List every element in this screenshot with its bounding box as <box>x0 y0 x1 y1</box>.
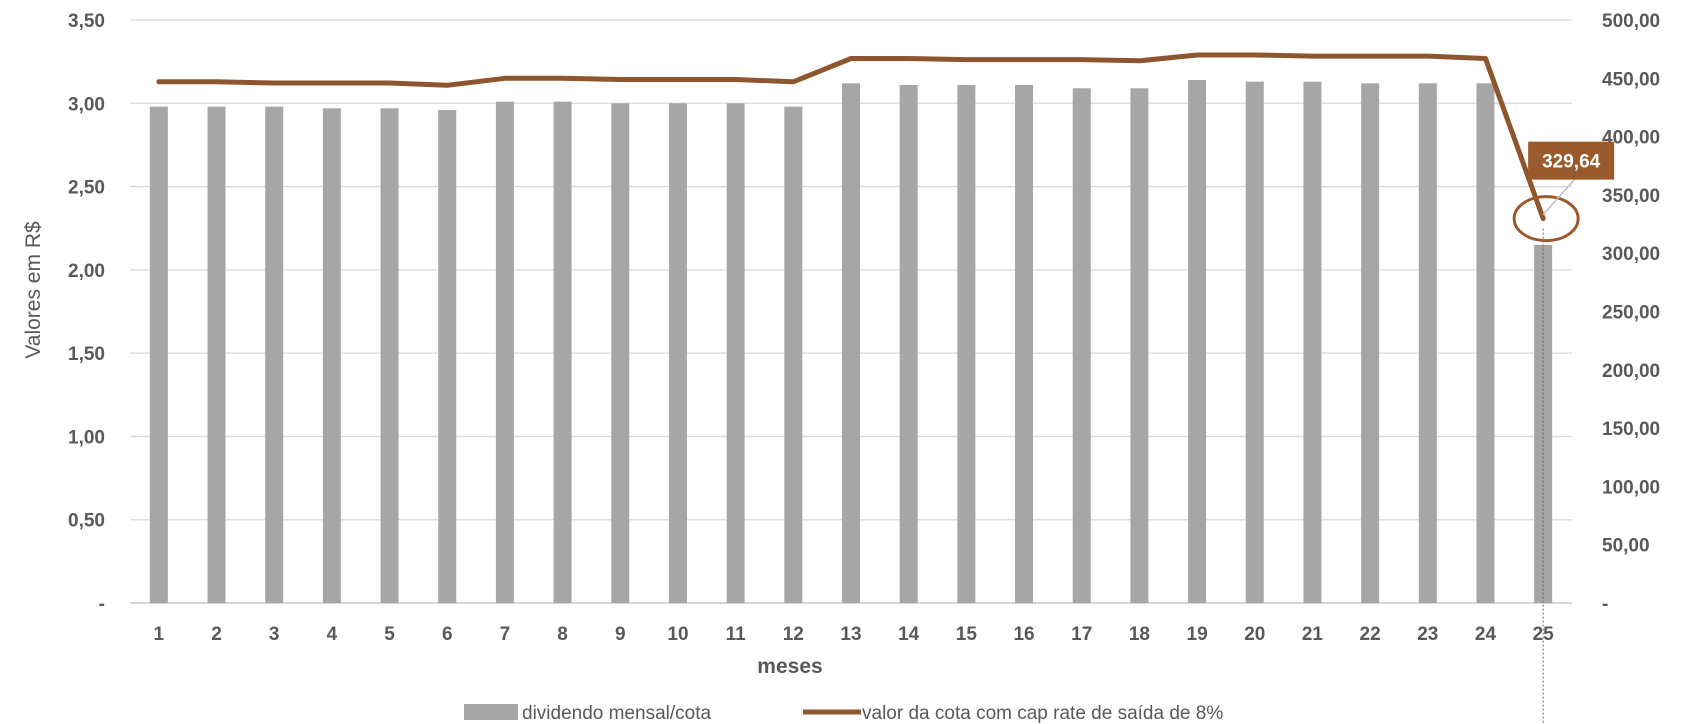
bar <box>1245 81 1264 604</box>
bar <box>1130 88 1149 603</box>
bar <box>784 106 803 604</box>
left-tick-label: 2,00 <box>68 261 105 282</box>
x-axis-title: meses <box>757 655 822 678</box>
legend-label-bar: dividendo mensal/cota <box>522 703 711 724</box>
bar <box>957 84 976 603</box>
legend-swatch-bar <box>464 704 518 720</box>
line-series <box>156 52 1546 222</box>
x-tick-label: 18 <box>1129 624 1150 645</box>
x-tick-label: 10 <box>667 624 688 645</box>
x-tick-label: 17 <box>1071 624 1092 645</box>
x-tick-label: 21 <box>1302 624 1324 645</box>
bar <box>668 103 687 604</box>
bar <box>553 101 572 604</box>
left-tick-label: 3,00 <box>68 94 105 115</box>
bar <box>1188 79 1207 604</box>
right-tick-label: 450,00 <box>1602 69 1660 90</box>
x-tick-label: 9 <box>615 624 626 645</box>
callout-box <box>1528 141 1615 180</box>
bar-series <box>149 79 1553 604</box>
x-tick-label: 7 <box>500 624 511 645</box>
bar <box>149 106 168 604</box>
x-tick-label: 24 <box>1475 624 1497 645</box>
x-tick-label: 14 <box>898 624 920 645</box>
right-tick-label: 500,00 <box>1602 11 1660 32</box>
callout-label: 329,64 <box>1542 152 1601 173</box>
bar <box>842 83 860 604</box>
left-axis-ticks: - 0,50 1,00 1,50 2,00 2,50 3,00 3,50 <box>68 11 105 615</box>
bar <box>495 101 514 604</box>
bar <box>207 106 226 604</box>
x-tick-label: 6 <box>442 624 453 645</box>
bar <box>611 103 630 604</box>
bar <box>1418 83 1437 604</box>
x-tick-label: 23 <box>1417 624 1438 645</box>
right-tick-label: - <box>1602 594 1608 615</box>
right-tick-label: 350,00 <box>1602 186 1660 207</box>
left-tick-label: 0,50 <box>68 511 105 532</box>
x-tick-label: 8 <box>557 624 568 645</box>
legend-label-line: valor da cota com cap rate de saída de 8… <box>862 703 1223 724</box>
right-tick-label: 250,00 <box>1602 303 1660 324</box>
bar <box>726 103 745 604</box>
right-tick-label: 150,00 <box>1602 419 1660 440</box>
bar <box>1072 88 1091 603</box>
x-tick-label: 19 <box>1187 624 1208 645</box>
x-tick-label: 4 <box>327 624 338 645</box>
x-tick-label: 16 <box>1013 624 1034 645</box>
x-tick-label: 22 <box>1360 624 1381 645</box>
left-tick-label: 2,50 <box>68 178 105 199</box>
x-tick-label: 1 <box>154 624 165 645</box>
bar <box>1015 84 1034 603</box>
bar <box>1476 83 1495 604</box>
x-tick-label: 13 <box>840 624 861 645</box>
bar <box>322 108 341 603</box>
bar <box>438 109 457 603</box>
x-tick-label: 2 <box>211 624 222 645</box>
right-tick-label: 300,00 <box>1602 244 1660 265</box>
y-axis-title: Valores em R$ <box>22 221 45 359</box>
right-tick-label: 100,00 <box>1602 477 1660 498</box>
bar <box>899 84 918 603</box>
left-tick-label: 1,50 <box>68 344 105 365</box>
data-callout: 329,64 <box>1512 141 1615 724</box>
x-tick-label: 11 <box>726 624 747 645</box>
legend: dividendo mensal/cota valor da cota com … <box>464 703 1223 724</box>
x-tick-label: 5 <box>384 624 395 645</box>
right-tick-label: 200,00 <box>1602 361 1660 382</box>
x-tick-label: 3 <box>269 624 280 645</box>
left-tick-label: 3,50 <box>68 11 105 32</box>
bar <box>1303 81 1322 604</box>
callout-circle <box>1512 195 1580 243</box>
right-tick-label: 400,00 <box>1602 128 1660 149</box>
right-tick-label: 50,00 <box>1602 536 1650 557</box>
x-axis-ticks: 1 2 3 4 5 6 7 8 9 10 11 12 13 14 15 16 17 18 19 20 21 22 23 24 2… <box>154 624 1555 645</box>
right-axis-ticks: - 50,00 100,00 150,00 200,00 250,00 300,00 350,… <box>1602 11 1660 615</box>
x-tick-label: 12 <box>783 624 804 645</box>
bar <box>1361 83 1380 604</box>
bar <box>265 106 284 604</box>
left-tick-label: 1,00 <box>68 427 105 448</box>
callout-leader <box>1542 178 1576 216</box>
bar <box>1534 244 1553 603</box>
x-tick-label: 15 <box>956 624 978 645</box>
left-tick-label: - <box>99 594 105 615</box>
x-tick-label: 20 <box>1244 624 1265 645</box>
bar <box>380 108 399 603</box>
